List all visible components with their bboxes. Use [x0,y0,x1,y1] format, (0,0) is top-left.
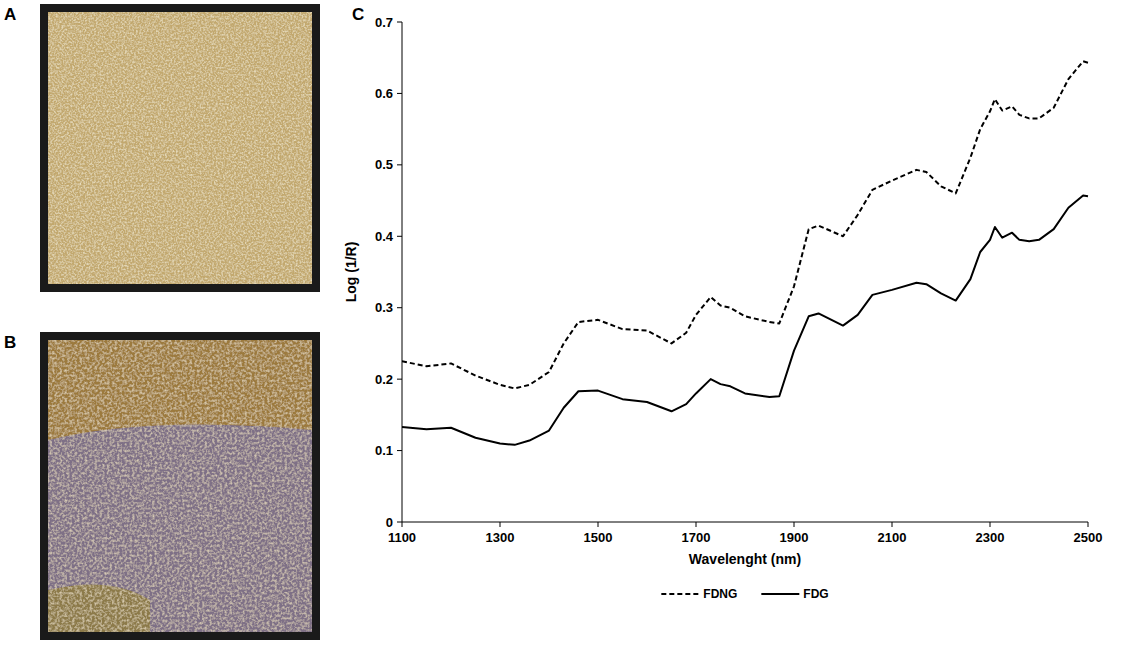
x-tick [1088,522,1089,527]
photo-b [40,332,320,640]
x-tick-label: 2300 [976,530,1005,545]
y-tick [397,236,402,237]
x-tick [990,522,991,527]
lines [402,61,1088,445]
x-axis [402,522,1088,523]
y-tick-label: 0.4 [375,229,394,244]
chart: 0 0.1 0.2 0.3 0.4 0.5 0.6 0.7 1100 1300 1500 1700 19… [343,15,1102,568]
x-tick-label: 1300 [486,530,515,545]
photo-a [40,4,320,292]
legend: FDNG FDG [661,587,828,601]
y-tick-label: 0.5 [375,157,393,172]
series-line [402,61,1088,388]
x-tick-label: 1500 [584,530,613,545]
x-tick [402,522,403,527]
y-tick [397,522,402,523]
y-tick-label: 0.3 [375,300,393,315]
figure: A B C 0 0.1 0.2 0.3 0.4 0.5 0.6 0.7 1100 1300 1500 170… [0,0,1133,645]
x-tick-label: 1100 [388,530,416,545]
y-tick [397,93,402,94]
y-tick [397,379,402,380]
y-tick [397,164,402,165]
y-tick [397,307,402,308]
y-tick-label: 0 [386,515,393,530]
legend-label: FDG [803,587,828,601]
x-tick-label: 1700 [682,530,711,545]
x-tick [598,522,599,527]
y-tick [397,450,402,451]
y-axis [402,22,403,522]
legend-label: FDNG [703,587,737,601]
x-tick [794,522,795,527]
x-tick [500,522,501,527]
y-tick [397,22,402,23]
panel-letter: A [4,5,16,24]
panel-letter: C [352,5,364,24]
legend-item: FDNG [661,587,737,601]
legend-item: FDG [761,587,828,601]
legend-swatch [761,593,799,595]
x-tick [892,522,893,527]
y-tick-label: 0.2 [375,372,393,387]
y-axis-title: Log (1/R) [343,242,359,303]
x-tick-label: 2100 [878,530,907,545]
y-tick-label: 0.1 [375,443,393,458]
y-tick-label: 0.6 [375,86,393,101]
series-line [402,196,1088,445]
x-tick-label: 2500 [1074,530,1103,545]
x-tick [696,522,697,527]
panel-letter: B [4,333,16,352]
x-axis-title: Wavelenght (nm) [689,551,801,567]
x-tick-label: 1900 [780,530,809,545]
legend-swatch [661,593,699,595]
y-tick-label: 0.7 [375,15,393,30]
